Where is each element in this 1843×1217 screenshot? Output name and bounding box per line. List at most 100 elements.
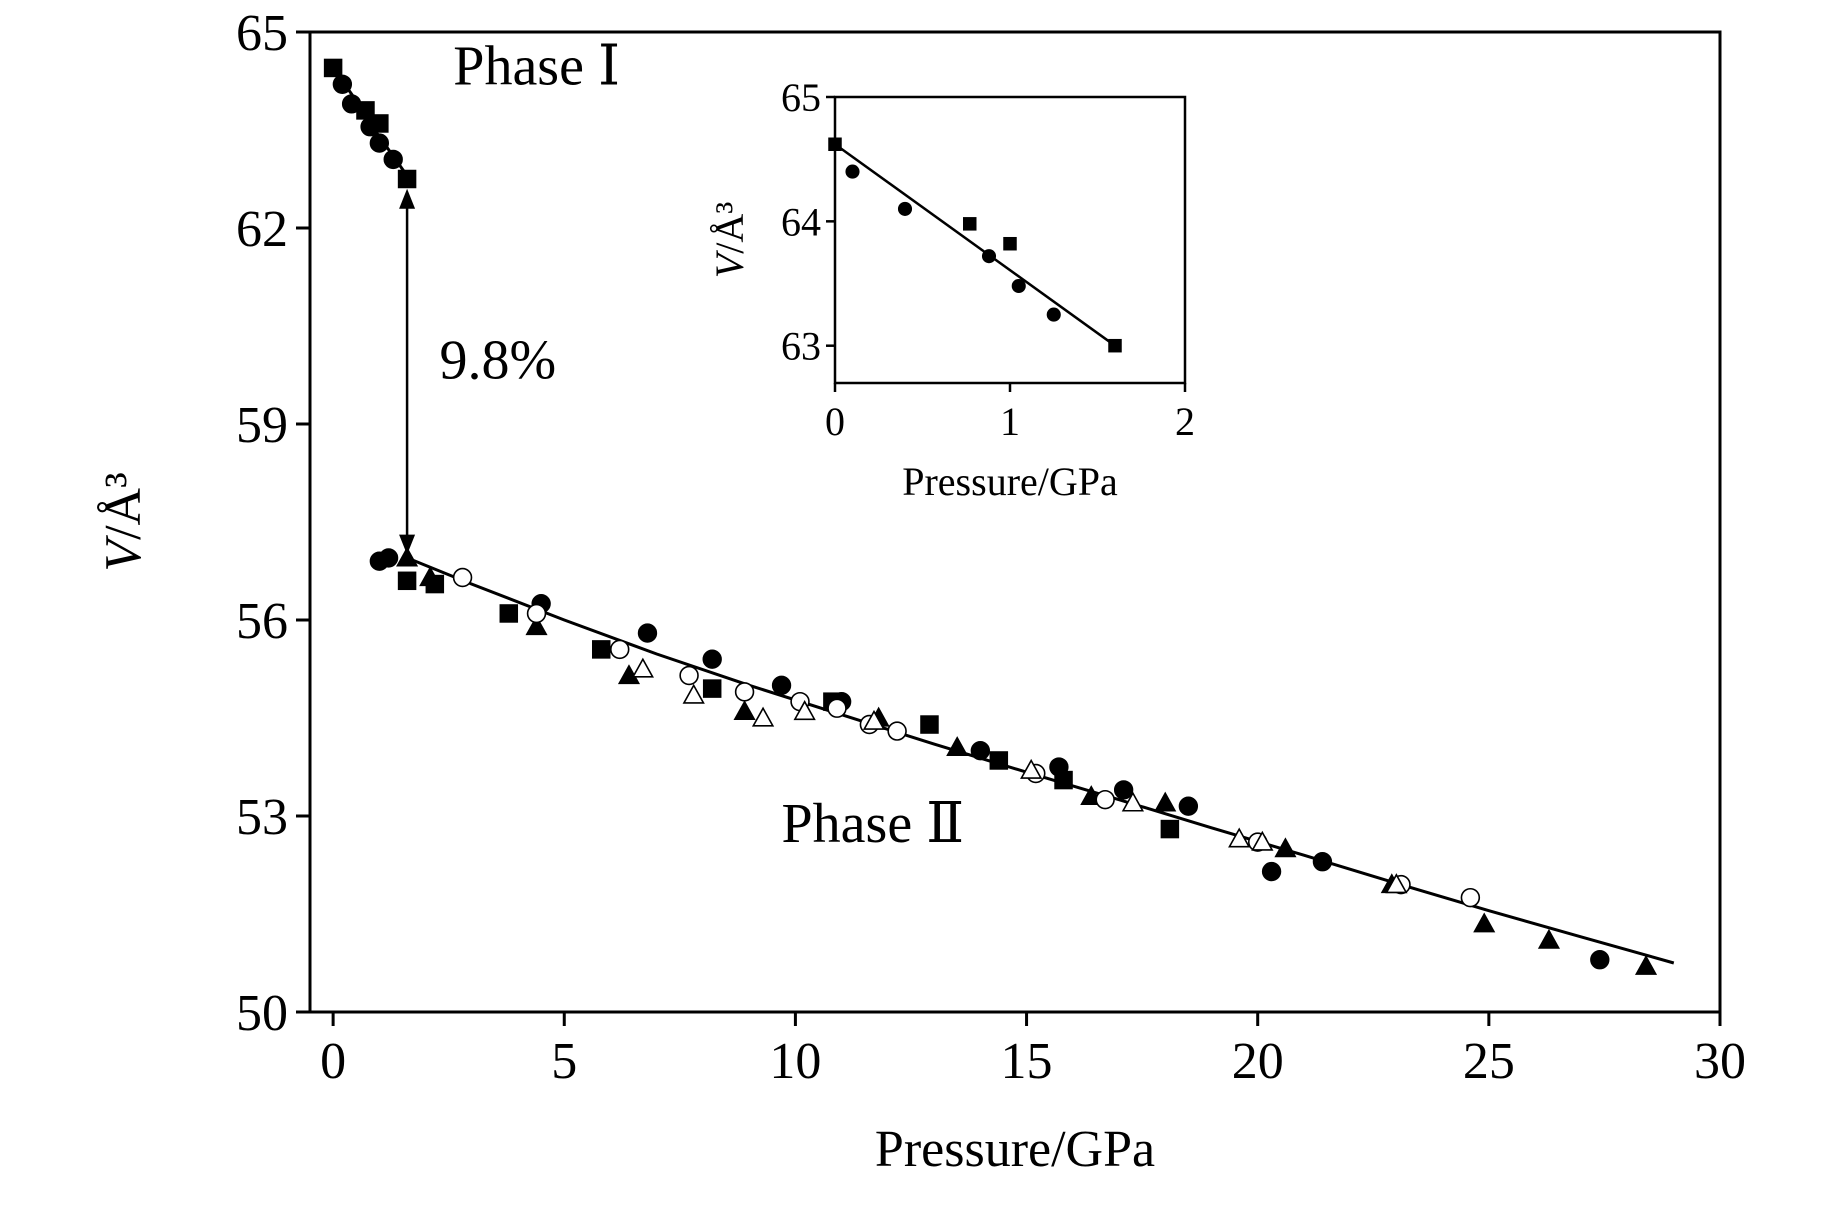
data-point-filled-circle [332,74,353,94]
inset-data-point-filled-circle [1046,307,1061,322]
data-point-filled-triangle [733,700,756,721]
data-point-open-circle [679,665,699,686]
data-point-open-circle [734,682,755,702]
inset-fit-line [834,143,1116,347]
data-point-filled-circle [1049,757,1069,777]
inset-data-point-filled-square [1108,338,1122,353]
data-point-filled-circle [637,623,658,643]
data-point-filled-triangle [946,736,969,756]
main-plot: 0 5 10 15 20 25 30505356596265Pressure/GPaV/Å³… [95,5,1746,1178]
main-x-tick-label: 30 [1694,1033,1746,1090]
data-point-filled-square [989,751,1009,770]
inset-y-axis-title-unit: /Å³ [707,202,752,254]
data-point-filled-square [920,715,939,734]
data-point-open-circle [827,698,847,718]
main-x-tick-label: 5 [551,1033,577,1090]
inset-x-tick-label: 0 [825,399,845,444]
data-point-open-triangle [1228,827,1251,848]
data-point-filled-triangle [419,566,442,587]
inset-data-point-filled-circle [897,201,913,216]
main-y-tick-label: 59 [236,397,288,454]
main-y-axis-title-var: V [95,535,152,572]
data-point-filled-circle [970,740,991,761]
data-point-filled-triangle [1274,837,1297,858]
fit-line-phase-II [406,556,1675,965]
main-y-tick-label: 53 [236,789,288,846]
data-point-filled-circle [1590,950,1610,970]
main-plot-frame [308,30,1722,1014]
data-point-filled-square [702,679,722,698]
data-point-open-circle [610,639,630,660]
data-point-open-triangle [1251,830,1274,851]
inset-x-tick-label: 1 [1000,399,1020,444]
data-point-filled-square [591,640,611,659]
data-point-filled-square [397,169,417,189]
data-point-filled-circle [341,94,362,114]
main-y-tick-label: 50 [236,985,288,1042]
main-x-axis-title: Pressure/GPa [875,1121,1155,1178]
inset-data-point-filled-square [1003,236,1017,251]
transition-arrow-head-up [399,188,416,209]
main-y-tick-label: 65 [236,5,288,62]
main-x-tick-label: 0 [320,1033,346,1090]
data-point-filled-triangle [1473,912,1496,933]
data-point-filled-triangle [1634,954,1658,975]
data-point-filled-square [499,604,519,623]
data-point-filled-circle [771,675,792,696]
inset-y-axis-title: V/Å³ [707,202,752,278]
main-y-axis-title: V/Å³ [95,472,152,571]
data-point-filled-square [397,571,417,591]
main-y-tick-label: 62 [236,201,288,258]
inset-data-point-filled-circle [1011,278,1026,294]
main-y-tick-label: 56 [236,593,288,650]
data-point-open-triangle [751,706,775,727]
data-point-open-triangle [862,709,886,730]
data-point-filled-square [1160,819,1180,839]
main-y-axis-title-unit: /Å³ [95,472,152,540]
main-x-tick-label: 10 [769,1033,821,1090]
inset-plot: 0 1 2 63 64 65 Pressure/GPa V/Å³ [707,75,1195,504]
data-point-filled-circle [360,117,380,137]
inset-data-point-filled-square [828,137,842,152]
transition-arrow-head-down [399,534,416,555]
data-point-filled-triangle [525,615,548,636]
data-point-open-circle [887,721,907,741]
data-point-filled-triangle [396,546,419,567]
inset-y-tick-label: 63 [781,324,821,369]
inset-x-axis-title: Pressure/GPa [902,459,1118,504]
inset-data-point-filled-square [963,217,977,231]
main-x-tick-label: 20 [1232,1033,1284,1090]
inset-data-point-filled-circle [981,249,997,264]
data-point-open-triangle [1385,873,1408,894]
data-point-filled-circle [369,133,390,153]
data-point-open-triangle [1020,758,1043,779]
data-point-open-circle [452,567,473,588]
inset-data-point-filled-circle [845,164,860,179]
phase-two-label: Phase Ⅱ [782,793,965,855]
main-x-tick-label: 15 [1001,1033,1053,1090]
phase-one-label: Phase Ⅰ [453,35,620,97]
inset-y-axis-title-var: V [707,249,752,278]
inset-y-tick-label: 65 [781,75,821,120]
data-point-open-triangle [682,683,705,704]
data-point-open-circle [1095,789,1115,810]
main-x-tick-label: 25 [1463,1033,1515,1090]
inset-y-tick-label: 64 [781,199,821,244]
data-point-open-circle [526,603,547,624]
data-point-filled-circle [383,149,403,170]
inset-x-tick-label: 2 [1175,399,1195,444]
data-point-filled-triangle [1537,928,1561,949]
data-point-filled-circle [1178,796,1199,816]
data-point-open-triangle [631,657,654,678]
volume-change-label: 9.8% [439,329,556,391]
data-point-filled-circle [702,649,722,669]
data-point-open-triangle [793,700,816,721]
data-point-open-triangle [1121,791,1145,812]
data-point-filled-triangle [1154,791,1177,812]
data-point-filled-circle [1261,861,1282,882]
data-point-filled-circle [378,548,399,568]
data-point-filled-square [323,58,343,78]
data-point-filled-circle [1113,780,1134,800]
